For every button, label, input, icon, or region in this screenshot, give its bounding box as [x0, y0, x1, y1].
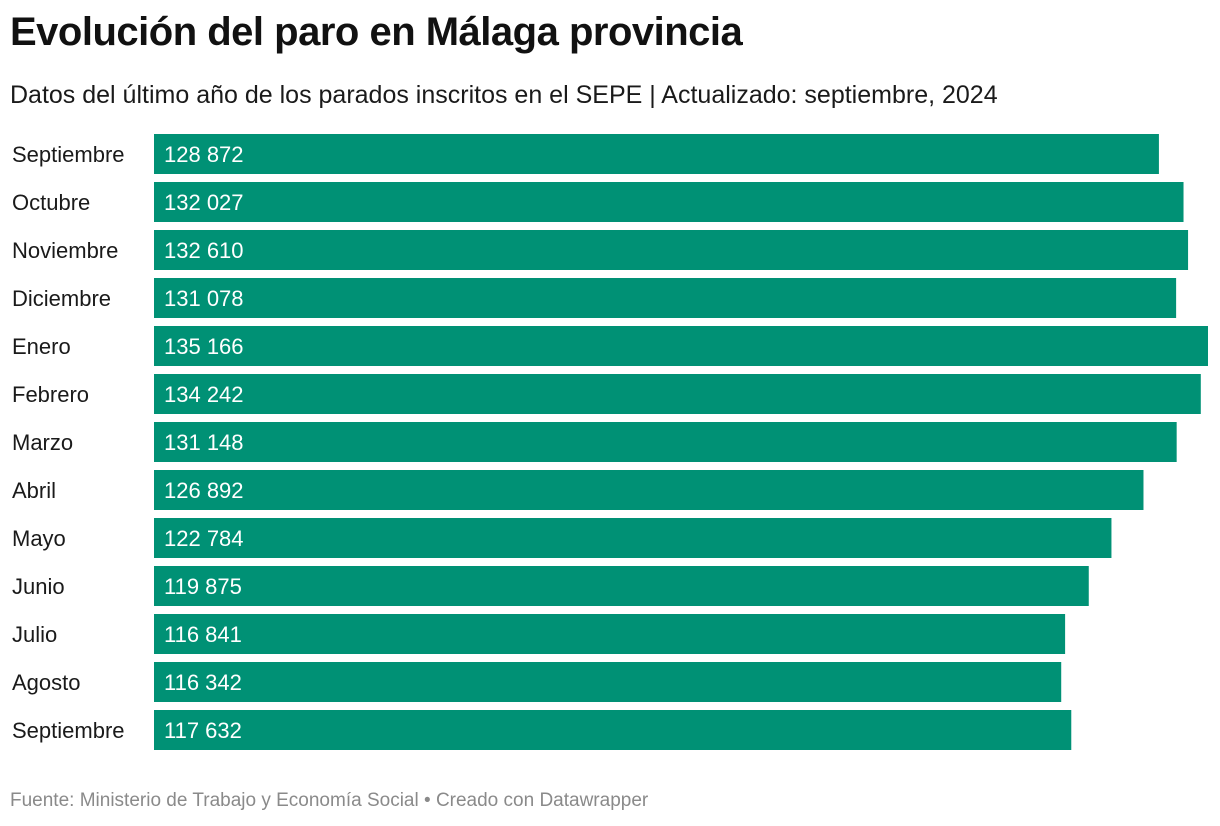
- bar: [154, 422, 1177, 462]
- bar: [154, 182, 1184, 222]
- category-label: Octubre: [12, 190, 90, 215]
- chart-subtitle: Datos del último año de los parados insc…: [10, 81, 998, 109]
- footer-separator: •: [424, 790, 431, 811]
- category-label: Diciembre: [12, 286, 111, 311]
- value-label: 131 148: [164, 430, 244, 455]
- category-label: Febrero: [12, 382, 89, 407]
- value-label: 116 841: [164, 622, 242, 647]
- value-label: 126 892: [164, 478, 244, 503]
- bar: [154, 470, 1144, 510]
- category-label: Septiembre: [12, 142, 125, 167]
- value-label: 128 872: [164, 142, 244, 167]
- bar: [154, 566, 1089, 606]
- value-label: 122 784: [164, 526, 244, 551]
- category-label: Agosto: [12, 670, 81, 695]
- bar: [154, 374, 1201, 414]
- category-label: Enero: [12, 334, 71, 359]
- value-label: 134 242: [164, 382, 244, 407]
- bar: [154, 614, 1066, 654]
- category-label: Julio: [12, 622, 57, 647]
- category-label: Abril: [12, 478, 56, 503]
- bar: [154, 278, 1177, 318]
- value-label: 117 632: [164, 718, 242, 743]
- footer-source: Fuente: Ministerio de Trabajo y Economía…: [10, 790, 419, 811]
- value-label: 131 078: [164, 286, 244, 311]
- value-label: 132 027: [164, 190, 244, 215]
- category-label: Marzo: [12, 430, 73, 455]
- category-label: Septiembre: [12, 718, 125, 743]
- value-label: 116 342: [164, 670, 242, 695]
- bar: [154, 134, 1159, 174]
- bar: [154, 662, 1062, 702]
- chart-footer: Fuente: Ministerio de Trabajo y Economía…: [10, 790, 648, 812]
- value-label: 132 610: [164, 238, 244, 263]
- bar: [154, 518, 1112, 558]
- chart-title: Evolución del paro en Málaga provincia: [10, 10, 743, 54]
- bar: [154, 710, 1072, 750]
- bar: [154, 326, 1208, 366]
- bar: [154, 230, 1189, 270]
- category-label: Mayo: [12, 526, 66, 551]
- category-label: Noviembre: [12, 238, 118, 263]
- value-label: 119 875: [164, 574, 242, 599]
- category-label: Junio: [12, 574, 65, 599]
- value-label: 135 166: [164, 334, 244, 359]
- footer-credit: Creado con Datawrapper: [435, 790, 649, 811]
